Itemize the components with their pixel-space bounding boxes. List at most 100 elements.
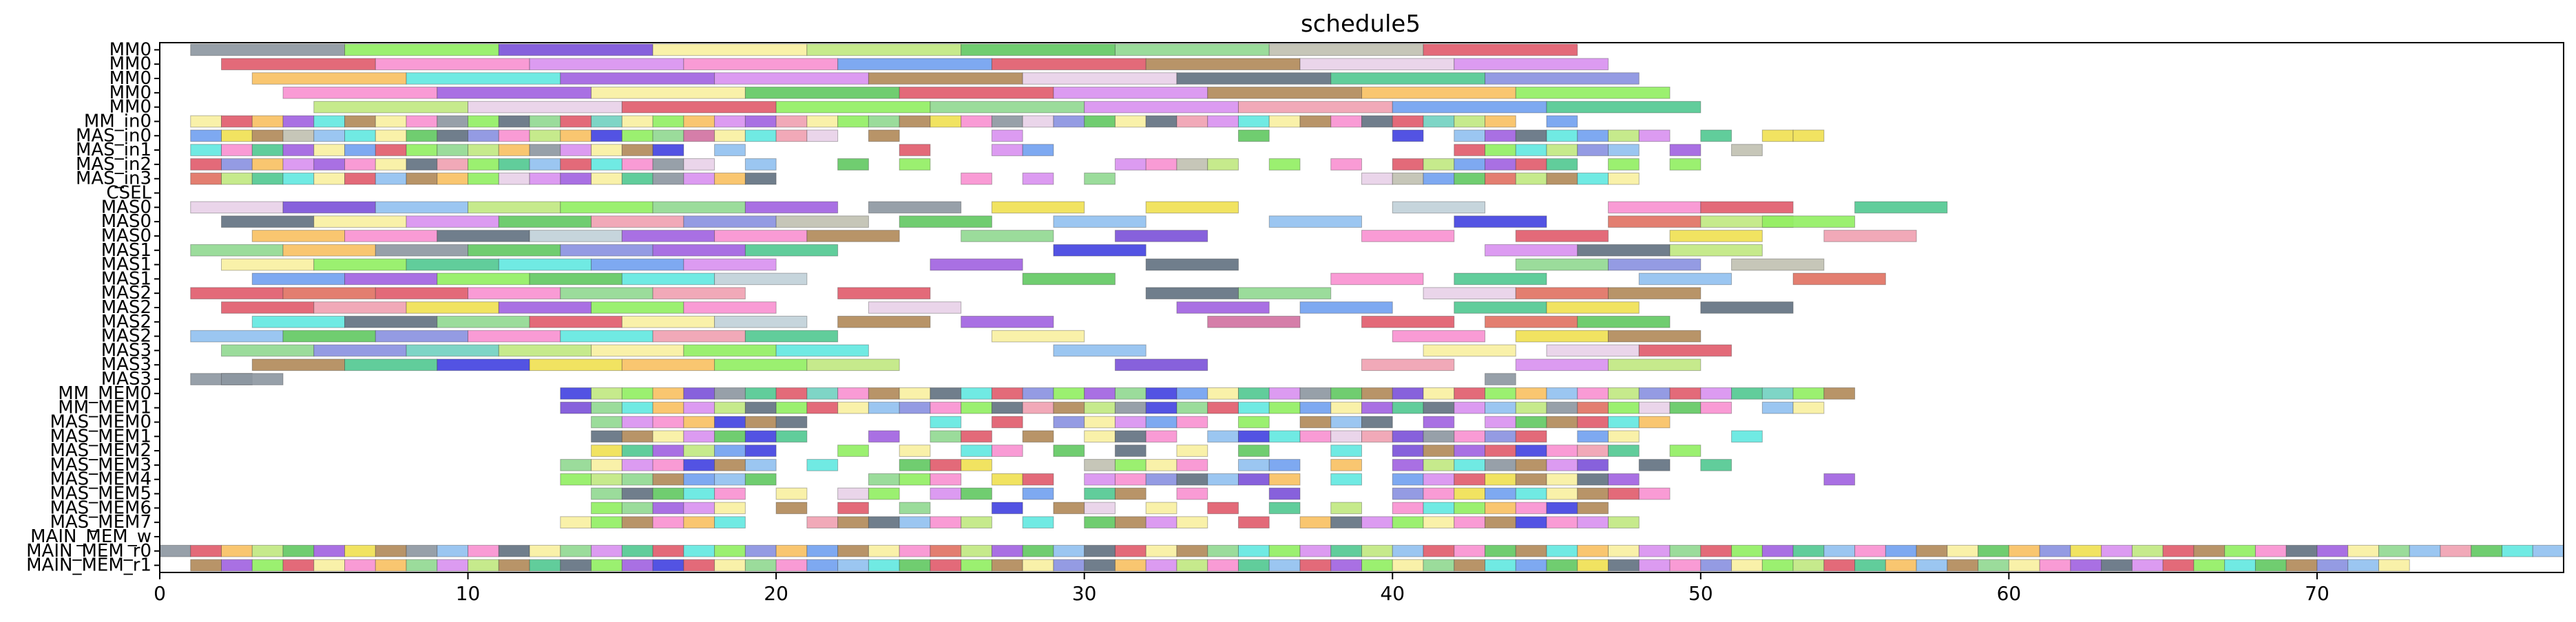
task-bar [2039,544,2071,557]
task-bar [1392,201,1486,214]
task-bar [1053,215,1146,228]
task-bar [683,115,715,128]
task-bar [1823,559,1856,572]
task-bar [1792,544,1825,557]
task-bar [1361,172,1393,185]
task-bar [591,544,622,557]
task-bar [375,158,407,171]
task-bar [1423,158,1455,171]
task-bar [683,430,715,443]
task-bar [1608,416,1640,429]
task-bar [2440,544,2472,557]
task-bar [468,330,561,343]
task-bar [868,129,900,142]
task-bar [621,473,653,486]
task-bar [498,301,592,314]
task-bar [1299,401,1332,414]
task-bar [1485,473,1516,486]
task-bar [251,358,346,372]
task-bar [221,258,315,271]
task-bar [591,487,622,500]
task-bar [837,502,869,515]
task-bar [591,516,622,528]
task-bar [2162,544,2195,557]
task-bar [437,272,530,286]
task-bar [1515,459,1547,471]
task-bar [652,487,684,500]
task-bar [1207,315,1301,328]
task-bar [806,401,839,414]
task-bar [621,100,777,114]
task-bar [406,344,499,357]
task-bar [837,559,869,572]
task-bar [190,144,222,156]
task-bar [406,301,499,314]
task-bar [1176,72,1332,85]
task-bar [282,87,438,99]
y-tick-label: CSEL [106,183,151,204]
task-bar [683,416,715,429]
task-bar [683,502,715,515]
task-bar [1207,502,1239,515]
task-bar [683,559,715,572]
task-bar [2193,559,2226,572]
task-bar [313,172,346,185]
task-bar [1022,401,1054,414]
task-bar [1145,473,1177,486]
task-bar [1114,43,1270,56]
y-tick-label: MM0 [109,39,151,60]
task-bar [775,215,869,228]
task-bar [714,416,746,429]
task-bar [744,401,777,414]
task-bar [991,58,1146,71]
task-bar [591,502,622,515]
task-bar [2347,559,2379,572]
task-bar [1299,516,1332,528]
task-bar [961,559,992,572]
task-bar [1485,459,1516,471]
task-bar [621,416,653,429]
task-bar [344,559,376,572]
task-bar [1485,559,1516,572]
task-bar [961,172,992,185]
task-bar [282,129,315,142]
task-bar [591,459,622,471]
task-bar [1145,430,1177,443]
task-bar [437,315,530,328]
task-bar [1546,158,1578,171]
task-bar [468,544,499,557]
y-tick-label: MAS_in2 [76,154,151,175]
task-bar [375,544,407,557]
task-bar [1176,544,1208,557]
task-bar [560,144,592,156]
y-tick-label: MAS2 [101,297,151,318]
task-bar [621,487,653,500]
task-bar [1546,544,1578,557]
task-bar [529,559,561,572]
task-bar [1515,287,1609,300]
task-bar [1761,401,1794,414]
task-bar [221,215,315,228]
task-bar [560,115,592,128]
task-bar [2285,544,2318,557]
task-bar [1084,387,1116,400]
task-bar [375,330,469,343]
task-bar [899,158,931,171]
task-bar [282,115,315,128]
task-bar [498,215,592,228]
y-tick-label: MAS3 [101,369,151,389]
task-bar [221,158,253,171]
task-bar [1022,559,1054,572]
task-bar [714,387,746,400]
task-bar [1485,544,1516,557]
task-bar [2254,544,2287,557]
task-bar [375,144,407,156]
task-bar [1546,559,1578,572]
task-bar [313,144,346,156]
task-bar [868,301,962,314]
task-bar [1114,416,1146,429]
task-bar [1392,559,1424,572]
task-bar [714,473,746,486]
task-bar [714,72,869,85]
